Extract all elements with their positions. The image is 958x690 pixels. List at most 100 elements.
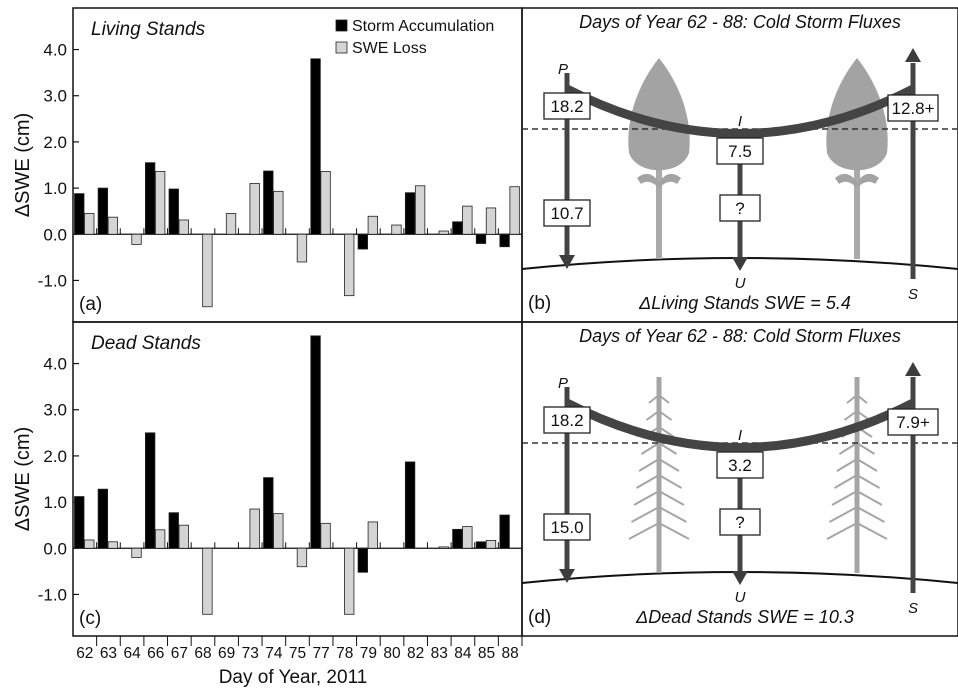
- bar-storm-accumulation: [499, 233, 510, 248]
- plot-frame: [72, 7, 523, 323]
- snag-branch: [635, 474, 683, 489]
- bar-swe-loss: [225, 213, 237, 235]
- bar-storm-accumulation: [357, 547, 368, 573]
- y-tick-label: 3.0: [43, 401, 67, 420]
- bar-swe-loss: [107, 541, 119, 549]
- s-label: S: [908, 600, 918, 617]
- sublimation-box-value: 12.8+: [891, 99, 934, 118]
- panel-b-diagram: Days of Year 62 - 88: Cold Storm Fluxes P…: [521, 7, 958, 323]
- bar-storm-accumulation: [74, 496, 85, 549]
- snag-branch: [843, 410, 871, 421]
- y-tick-label: -1.0: [38, 271, 67, 290]
- snag-branch: [846, 394, 868, 404]
- bar-swe-loss: [485, 540, 497, 549]
- y-tick-label: 1.0: [43, 179, 67, 198]
- sublimation-box-value: 7.9+: [896, 413, 930, 432]
- throughfall-box-value: 10.7: [550, 204, 583, 223]
- bar-swe-loss: [107, 216, 119, 235]
- throughfall-box-value: 15.0: [550, 518, 583, 537]
- x-tick-label: 84: [454, 645, 472, 662]
- bar-swe-loss: [249, 183, 260, 235]
- x-tick-label: 88: [502, 645, 519, 662]
- bar-swe-loss: [178, 524, 189, 549]
- bar-swe-loss: [154, 529, 166, 549]
- diagram-summary: ΔLiving Stands SWE = 5.4: [638, 293, 851, 313]
- y-tick-label: 2.0: [43, 447, 67, 466]
- bar-swe-loss: [131, 547, 142, 558]
- unloading-box: [719, 508, 761, 536]
- snag-branch: [638, 458, 680, 472]
- u-label: U: [735, 275, 746, 292]
- x-tick-label: 77: [313, 645, 330, 662]
- x-tick-label: 68: [194, 645, 211, 662]
- x-tick-label: 67: [171, 645, 188, 662]
- s-label: S: [908, 286, 918, 303]
- bar-storm-accumulation: [263, 170, 274, 235]
- snag-branch: [648, 394, 670, 404]
- tree-crown: [628, 58, 690, 171]
- legend-swatch: [335, 19, 348, 32]
- bar-swe-loss: [178, 219, 189, 235]
- snag-branch: [628, 522, 690, 540]
- snag-branch: [838, 442, 876, 455]
- bar-storm-accumulation: [310, 58, 321, 235]
- precip-box-value: 18.2: [550, 97, 583, 116]
- tree-branches: [835, 173, 879, 188]
- arrow-head: [732, 571, 748, 585]
- y-tick-label: 0.0: [43, 225, 67, 244]
- diagram-frame: [521, 321, 958, 637]
- panel-a-chart: -1.0 0.0 1.0 2.0 3.0 4.0 ΔSWE (cm) Living Stand…: [12, 7, 523, 323]
- legend-swatch: [335, 41, 348, 54]
- bar-storm-accumulation: [499, 514, 510, 549]
- bar-storm-accumulation: [168, 512, 179, 549]
- x-tick-label: 73: [242, 645, 259, 662]
- x-tick-label: 78: [336, 645, 353, 662]
- precip-box: [543, 406, 591, 434]
- bar-swe-loss: [296, 547, 308, 568]
- arrow-head: [559, 569, 575, 583]
- bar-swe-loss: [249, 508, 260, 549]
- panel-label: (c): [79, 608, 101, 629]
- x-tick-label: 82: [407, 645, 424, 662]
- x-tick-label: 62: [76, 645, 93, 662]
- panel-label: (a): [79, 294, 102, 315]
- precip-box: [543, 92, 591, 120]
- snag-branch: [826, 522, 888, 540]
- interception-box: [716, 137, 764, 165]
- arrow-head: [559, 255, 575, 269]
- diagram-summary: ΔDead Stands SWE = 10.3: [635, 607, 854, 627]
- y-tick-label: 2.0: [43, 133, 67, 152]
- bar-storm-accumulation: [168, 188, 179, 235]
- snag-branch: [831, 490, 883, 506]
- sublimation-box: [887, 94, 939, 122]
- tree-trunk: [656, 118, 662, 259]
- x-tick-label: 64: [123, 645, 141, 662]
- interception-arc: [564, 84, 916, 138]
- y-tick-label: 4.0: [43, 355, 67, 374]
- x-tick-label: 66: [147, 645, 164, 662]
- precip-box-value: 18.2: [550, 411, 583, 430]
- bar-swe-loss: [84, 213, 95, 235]
- u-label: U: [735, 589, 746, 606]
- bar-swe-loss: [320, 522, 331, 549]
- x-tick-label: 63: [100, 645, 117, 662]
- bar-storm-accumulation: [97, 488, 109, 549]
- bar-swe-loss: [296, 233, 308, 263]
- bar-storm-accumulation: [97, 187, 109, 235]
- snag-branch: [836, 458, 878, 472]
- panel-c-chart: -1.0 0.0 1.0 2.0 3.0 4.0 ΔSWE (cm) 62 63 64 66 67 68…: [12, 321, 523, 662]
- bar-swe-loss: [367, 521, 378, 549]
- x-tick-label: 75: [289, 645, 306, 662]
- arrow-head: [905, 48, 921, 62]
- bar-storm-accumulation: [404, 461, 416, 549]
- bar-swe-loss: [344, 547, 355, 615]
- interception-box-value: 7.5: [728, 142, 752, 161]
- bar-storm-accumulation: [263, 477, 274, 549]
- bar-swe-loss: [84, 539, 95, 549]
- bar-swe-loss: [414, 185, 426, 235]
- throughfall-box: [543, 513, 591, 541]
- bar-storm-accumulation: [310, 335, 321, 549]
- x-tick-label: 74: [265, 645, 283, 662]
- x-tick-label: 80: [383, 645, 401, 662]
